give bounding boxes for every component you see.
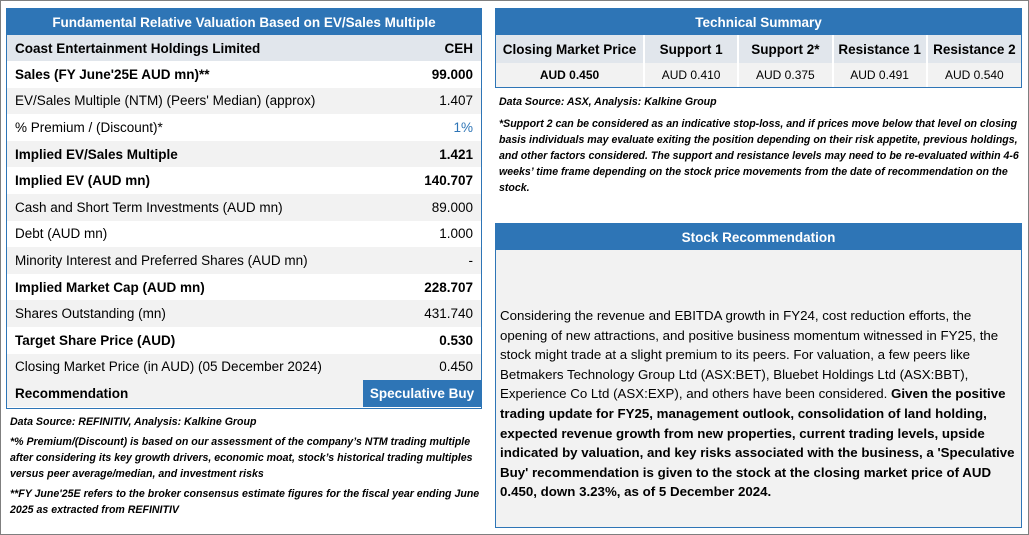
closing-price-cell: AUD 0.450 [496, 63, 645, 87]
row-value: 0.530 [363, 326, 481, 354]
stock-recommendation-title: Stock Recommendation [496, 224, 1021, 250]
row-value: 228.707 [363, 273, 481, 301]
row-value: 1% [363, 114, 481, 141]
column-header: Support 1 [644, 35, 740, 63]
resistance2-cell: AUD 0.540 [926, 63, 1021, 87]
premium-footnote: *% Premium/(Discount) is based on our as… [10, 436, 473, 480]
table-row: Sales (FY June'25E AUD mn)** 99.000 [7, 61, 481, 88]
stock-recommendation-panel: Stock Recommendation Considering the rev… [495, 223, 1022, 528]
fy-footnote: **FY June'25E refers to the broker conse… [10, 488, 480, 516]
table-row: Target Share Price (AUD) 0.530 [7, 326, 481, 354]
row-value: 0.450 [363, 353, 481, 381]
row-label: Implied EV/Sales Multiple [7, 140, 363, 168]
support2-cell: AUD 0.375 [738, 63, 834, 87]
table-row: Closing Market Price (in AUD) (05 Decemb… [7, 353, 481, 381]
technical-title: Technical Summary [496, 9, 1021, 35]
row-value: 431.740 [363, 300, 481, 327]
technical-value-row: AUD 0.450 AUD 0.410 AUD 0.375 AUD 0.491 … [496, 63, 1021, 87]
table-row: Implied EV (AUD mn) 140.707 [7, 167, 481, 194]
table-row: Cash and Short Term Investments (AUD mn)… [7, 193, 481, 221]
recommendation-text-bold: Given the positive trading update for FY… [500, 386, 1015, 500]
technical-summary-panel: Technical Summary Closing Market Price S… [495, 8, 1022, 88]
recommendation-label: Recommendation [7, 380, 363, 408]
table-row: EV/Sales Multiple (NTM) (Peers' Median) … [7, 87, 481, 115]
row-label: % Premium / (Discount)* [7, 114, 363, 141]
row-label: Target Share Price (AUD) [7, 326, 363, 354]
technical-header-row: Closing Market Price Support 1 Support 2… [496, 35, 1021, 63]
table-row: Shares Outstanding (mn) 431.740 [7, 300, 481, 327]
company-row: Coast Entertainment Holdings Limited CEH [7, 35, 481, 61]
valuation-notes: Data Source: REFINITIV, Analysis: Kalkin… [10, 414, 480, 522]
row-label: Implied EV (AUD mn) [7, 167, 363, 194]
row-label: Shares Outstanding (mn) [7, 300, 363, 327]
column-header: Resistance 1 [832, 35, 928, 63]
table-row: % Premium / (Discount)* 1% [7, 114, 481, 141]
table-row: Debt (AUD mn) 1.000 [7, 220, 481, 248]
technical-source: Data Source: ASX, Analysis: Kalkine Grou… [499, 96, 717, 108]
row-label: EV/Sales Multiple (NTM) (Peers' Median) … [7, 87, 363, 115]
technical-notes: Data Source: ASX, Analysis: Kalkine Grou… [499, 94, 1019, 196]
valuation-table: Coast Entertainment Holdings Limited CEH… [7, 35, 481, 408]
company-ticker: CEH [363, 35, 481, 61]
support-footnote: *Support 2 can be considered as an indic… [499, 118, 1019, 194]
row-label: Cash and Short Term Investments (AUD mn) [7, 193, 363, 221]
valuation-source: Data Source: REFINITIV, Analysis: Kalkin… [10, 416, 257, 428]
table-row: Implied Market Cap (AUD mn) 228.707 [7, 273, 481, 301]
row-label: Debt (AUD mn) [7, 220, 363, 248]
valuation-title: Fundamental Relative Valuation Based on … [7, 9, 481, 35]
recommendation-text-regular: Considering the revenue and EBITDA growt… [500, 308, 999, 402]
row-value: 89.000 [363, 193, 481, 221]
column-header: Support 2* [738, 35, 834, 63]
support1-cell: AUD 0.410 [644, 63, 740, 87]
table-row: Implied EV/Sales Multiple 1.421 [7, 140, 481, 168]
company-name: Coast Entertainment Holdings Limited [7, 35, 363, 61]
row-value: 99.000 [363, 61, 481, 88]
technical-table: Closing Market Price Support 1 Support 2… [496, 35, 1021, 87]
row-label: Implied Market Cap (AUD mn) [7, 273, 363, 301]
row-label: Closing Market Price (in AUD) (05 Decemb… [7, 353, 363, 381]
resistance1-cell: AUD 0.491 [832, 63, 928, 87]
stock-recommendation-text: Considering the revenue and EBITDA growt… [500, 306, 1020, 502]
row-label: Minority Interest and Preferred Shares (… [7, 247, 363, 274]
row-value: 1.000 [363, 220, 481, 248]
row-value: - [363, 247, 481, 274]
row-value: 1.421 [363, 140, 481, 168]
row-value: 140.707 [363, 167, 481, 194]
row-value: 1.407 [363, 87, 481, 115]
recommendation-value: Speculative Buy [363, 380, 481, 408]
table-row: Minority Interest and Preferred Shares (… [7, 247, 481, 274]
recommendation-row: Recommendation Speculative Buy [7, 380, 481, 408]
column-header: Closing Market Price [496, 35, 645, 63]
row-label: Sales (FY June'25E AUD mn)** [7, 61, 363, 88]
valuation-panel: Fundamental Relative Valuation Based on … [6, 8, 482, 409]
column-header: Resistance 2 [926, 35, 1021, 63]
